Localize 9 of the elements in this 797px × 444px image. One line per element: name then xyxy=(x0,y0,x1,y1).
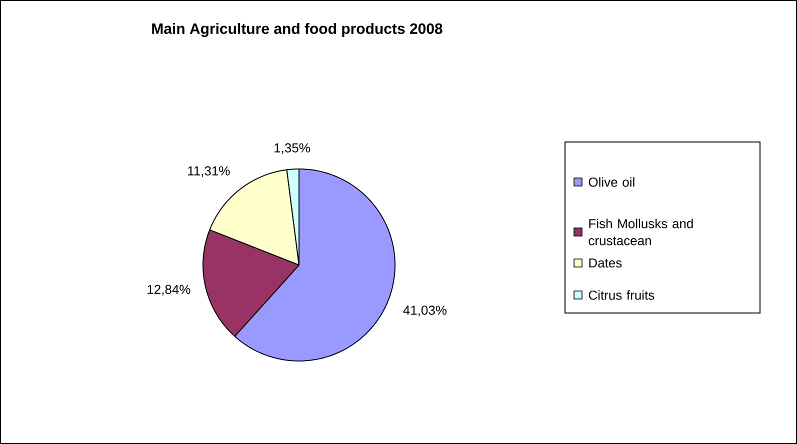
data-label: 1,35% xyxy=(274,143,310,154)
chart-title: Main Agriculture and food products 2008 xyxy=(152,22,442,38)
data-label: 11,31% xyxy=(188,166,230,178)
data-label: 41,03% xyxy=(403,306,447,316)
legend-label: Citrus fruits xyxy=(588,290,654,300)
legend-label: Olive oil xyxy=(588,177,634,187)
legend-label: Dates xyxy=(589,258,622,268)
legend-label: Fish Mollusks and crustacean xyxy=(588,218,693,246)
data-label: 12,84% xyxy=(148,284,190,296)
